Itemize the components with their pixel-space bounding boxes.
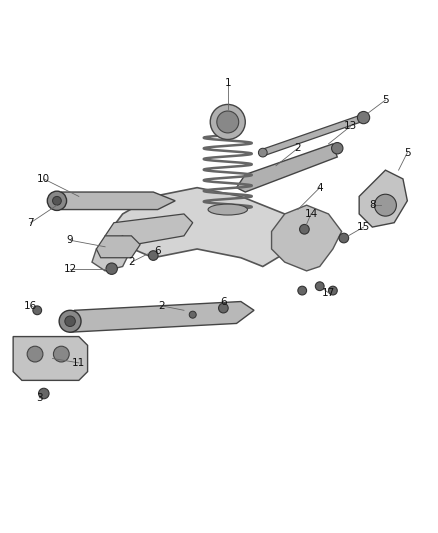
Ellipse shape: [208, 204, 247, 215]
Circle shape: [315, 282, 324, 290]
Text: 17: 17: [322, 288, 335, 298]
Circle shape: [357, 111, 370, 124]
Text: 12: 12: [64, 264, 77, 273]
Circle shape: [65, 316, 75, 327]
Text: 14: 14: [304, 209, 318, 219]
Text: 15: 15: [357, 222, 370, 232]
Polygon shape: [53, 192, 175, 209]
Circle shape: [258, 148, 267, 157]
Text: 7: 7: [27, 217, 34, 228]
Circle shape: [332, 142, 343, 154]
Circle shape: [339, 233, 349, 243]
Polygon shape: [105, 214, 193, 249]
Text: 11: 11: [72, 358, 85, 368]
Text: 2: 2: [159, 301, 166, 311]
Circle shape: [217, 111, 239, 133]
Circle shape: [300, 224, 309, 234]
Circle shape: [189, 311, 196, 318]
Circle shape: [47, 191, 67, 211]
Text: 6: 6: [154, 246, 161, 256]
Polygon shape: [13, 336, 88, 381]
Polygon shape: [92, 236, 131, 271]
Circle shape: [328, 286, 337, 295]
Circle shape: [374, 194, 396, 216]
Text: 2: 2: [128, 257, 135, 267]
Text: 16: 16: [24, 301, 37, 311]
Text: 9: 9: [67, 235, 74, 245]
Circle shape: [148, 251, 158, 260]
Circle shape: [59, 310, 81, 332]
Text: 2: 2: [294, 143, 301, 154]
Polygon shape: [110, 188, 298, 266]
Polygon shape: [66, 302, 254, 332]
Circle shape: [210, 104, 245, 140]
Text: 4: 4: [316, 183, 323, 192]
Circle shape: [53, 346, 69, 362]
Text: 8: 8: [369, 200, 376, 210]
Polygon shape: [96, 236, 140, 258]
Circle shape: [39, 388, 49, 399]
Text: 13: 13: [344, 122, 357, 131]
Circle shape: [106, 263, 117, 274]
Circle shape: [219, 303, 228, 313]
Text: 1: 1: [224, 77, 231, 87]
Circle shape: [298, 286, 307, 295]
Text: 6: 6: [220, 296, 227, 306]
Circle shape: [33, 306, 42, 314]
Text: 10: 10: [37, 174, 50, 184]
Polygon shape: [237, 144, 337, 192]
Circle shape: [53, 197, 61, 205]
Polygon shape: [272, 205, 342, 271]
Text: 3: 3: [36, 393, 43, 403]
Polygon shape: [263, 114, 364, 156]
Text: 5: 5: [382, 95, 389, 105]
Circle shape: [27, 346, 43, 362]
Text: 5: 5: [404, 148, 411, 158]
Polygon shape: [359, 170, 407, 227]
